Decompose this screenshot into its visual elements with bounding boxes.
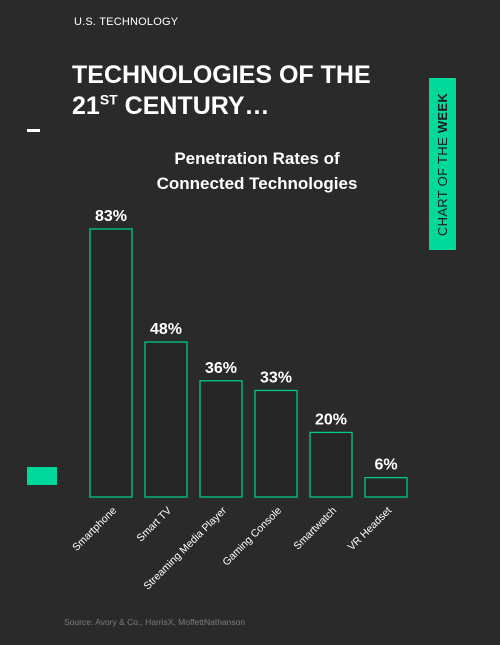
- chart-of-the-week-badge: CHART OF THE WEEK: [429, 78, 456, 250]
- bar-value-label-4: 20%: [315, 411, 347, 428]
- source-note: Source: Avory & Co., HarrisX, MoffettNat…: [64, 617, 246, 627]
- bar-2: [199, 380, 243, 498]
- bar-5: [364, 476, 408, 498]
- bar-value-label-1: 48%: [150, 321, 182, 338]
- bar-value-label-3: 33%: [260, 369, 292, 386]
- page-title: TECHNOLOGIES OF THE 21ST CENTURY…: [72, 60, 412, 122]
- decorative-green-tab: [27, 467, 57, 485]
- chart-title-line-2: Connected Technologies: [156, 174, 358, 193]
- chart-title: Penetration Rates of Connected Technolog…: [112, 146, 402, 196]
- bar-value-label-5: 6%: [374, 457, 397, 474]
- bar-1: [144, 341, 188, 498]
- bar-0: [89, 228, 133, 498]
- section-kicker: U.S. TECHNOLOGY: [74, 16, 179, 28]
- category-label-3: Gaming Console: [220, 505, 284, 569]
- title-line-1: TECHNOLOGIES OF THE: [72, 61, 371, 89]
- bar-value-label-2: 36%: [205, 360, 237, 377]
- bar-value-label-0: 83%: [95, 208, 127, 225]
- category-label-0: Smartphone: [70, 505, 119, 554]
- category-label-4: Smartwatch: [291, 505, 339, 553]
- title-line-2-number: 21: [72, 92, 100, 120]
- category-label-1: Smart TV: [134, 505, 174, 545]
- title-line-2-superscript: ST: [99, 91, 118, 108]
- category-label-5: VR Headset: [346, 505, 395, 554]
- bar-3: [254, 389, 298, 498]
- decorative-dash: [27, 129, 40, 132]
- bar-4: [309, 431, 353, 498]
- chart-title-line-1: Penetration Rates of: [174, 149, 340, 168]
- title-line-2-rest: CENTURY…: [117, 92, 270, 120]
